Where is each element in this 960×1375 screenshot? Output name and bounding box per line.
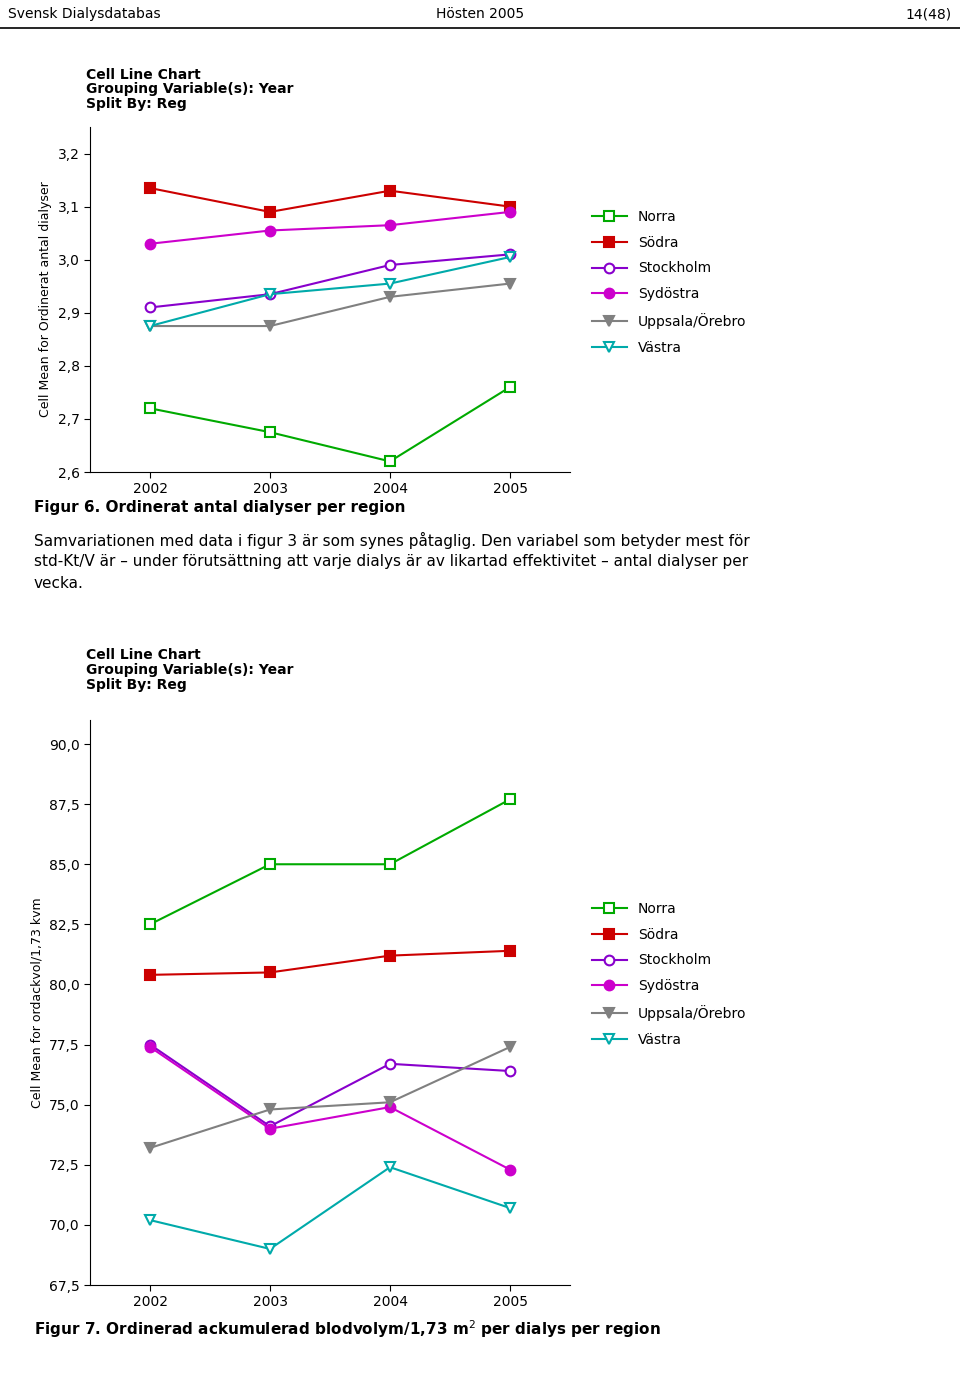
Y-axis label: Cell Mean for ordackvol/1,73 kvm: Cell Mean for ordackvol/1,73 kvm <box>31 898 43 1108</box>
Text: Samvariationen med data i figur 3 är som synes påtaglig. Den variabel som betyde: Samvariationen med data i figur 3 är som… <box>34 532 750 549</box>
Text: 14(48): 14(48) <box>906 7 952 21</box>
Y-axis label: Cell Mean for Ordinerat antal dialyser: Cell Mean for Ordinerat antal dialyser <box>39 182 52 418</box>
Text: Cell Line Chart: Cell Line Chart <box>86 648 202 661</box>
Text: vecka.: vecka. <box>34 576 84 591</box>
Text: std-Kt/V är – under förutsättning att varje dialys är av likartad effektivitet –: std-Kt/V är – under förutsättning att va… <box>34 554 748 569</box>
Text: Svensk Dialysdatabas: Svensk Dialysdatabas <box>8 7 160 21</box>
Legend: Norra, Södra, Stockholm, Sydöstra, Uppsala/Örebro, Västra: Norra, Södra, Stockholm, Sydöstra, Uppsa… <box>587 896 752 1052</box>
Text: Split By: Reg: Split By: Reg <box>86 98 187 111</box>
Text: Figur 6. Ordinerat antal dialyser per region: Figur 6. Ordinerat antal dialyser per re… <box>34 500 405 516</box>
Legend: Norra, Södra, Stockholm, Sydöstra, Uppsala/Örebro, Västra: Norra, Södra, Stockholm, Sydöstra, Uppsa… <box>587 205 752 360</box>
Text: Cell Line Chart: Cell Line Chart <box>86 67 202 82</box>
Text: Hösten 2005: Hösten 2005 <box>436 7 524 21</box>
Text: Figur 7. Ordinerad ackumulerad blodvolym/1,73 m$^{2}$ per dialys per region: Figur 7. Ordinerad ackumulerad blodvolym… <box>34 1319 660 1339</box>
Text: Split By: Reg: Split By: Reg <box>86 678 187 692</box>
Text: Grouping Variable(s): Year: Grouping Variable(s): Year <box>86 82 294 96</box>
Text: Grouping Variable(s): Year: Grouping Variable(s): Year <box>86 663 294 676</box>
